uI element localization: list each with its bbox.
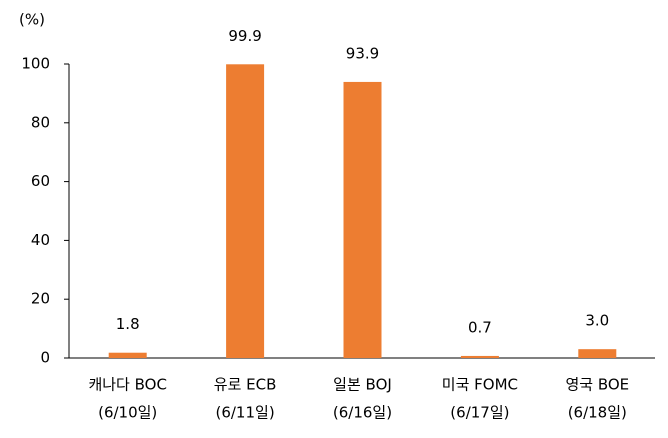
y-tick-label: 20 — [31, 290, 50, 308]
x-tick-label: (6/16일) — [333, 404, 392, 422]
x-tick-label: 유로 ECB — [214, 376, 277, 394]
x-tick-label: (6/11일) — [215, 404, 274, 422]
y-unit-label: (%) — [19, 11, 45, 29]
value-label: 0.7 — [468, 318, 492, 336]
y-tick-label: 100 — [21, 55, 50, 73]
x-tick-label: (6/10일) — [98, 404, 157, 422]
bar — [343, 81, 382, 359]
value-label: 1.8 — [116, 315, 140, 333]
x-tick-label: 영국 BOE — [565, 376, 629, 394]
bar — [108, 352, 147, 358]
value-label: 3.0 — [585, 312, 609, 330]
x-tick-label: (6/17일) — [450, 404, 509, 422]
x-tick-label: 일본 BOJ — [333, 376, 392, 394]
y-tick-label: 80 — [31, 113, 50, 131]
y-tick-label: 40 — [31, 231, 50, 249]
y-tick-label: 60 — [31, 172, 50, 190]
bar — [578, 349, 617, 358]
x-tick-label: 미국 FOMC — [442, 376, 518, 394]
bar — [226, 64, 265, 358]
value-label: 99.9 — [228, 27, 261, 45]
x-tick-label: 캐나다 BOC — [88, 376, 166, 394]
y-tick-label: 0 — [40, 349, 50, 367]
value-label: 93.9 — [346, 44, 379, 62]
bar — [460, 355, 499, 358]
x-tick-label: (6/18일) — [568, 404, 627, 422]
